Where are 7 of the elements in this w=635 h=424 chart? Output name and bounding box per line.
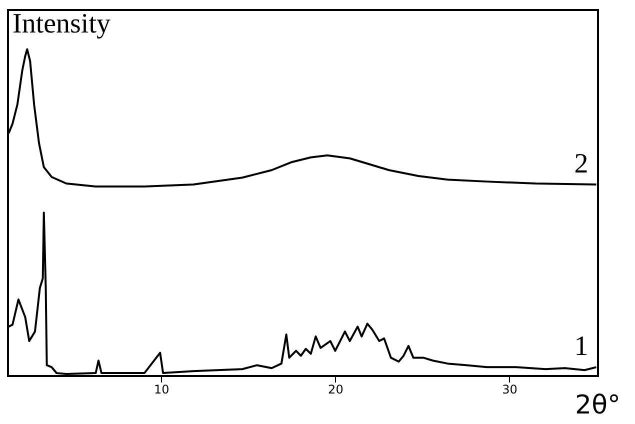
series-label: 1 bbox=[574, 331, 588, 362]
x-tick-label: 30 bbox=[502, 382, 518, 396]
series-label: 2 bbox=[574, 148, 588, 180]
y-axis-title: Intensity bbox=[12, 8, 110, 40]
x-tick-label: 10 bbox=[154, 382, 170, 396]
x-tick-label: 20 bbox=[328, 382, 344, 396]
x-axis-title: 2θ° bbox=[575, 390, 620, 420]
